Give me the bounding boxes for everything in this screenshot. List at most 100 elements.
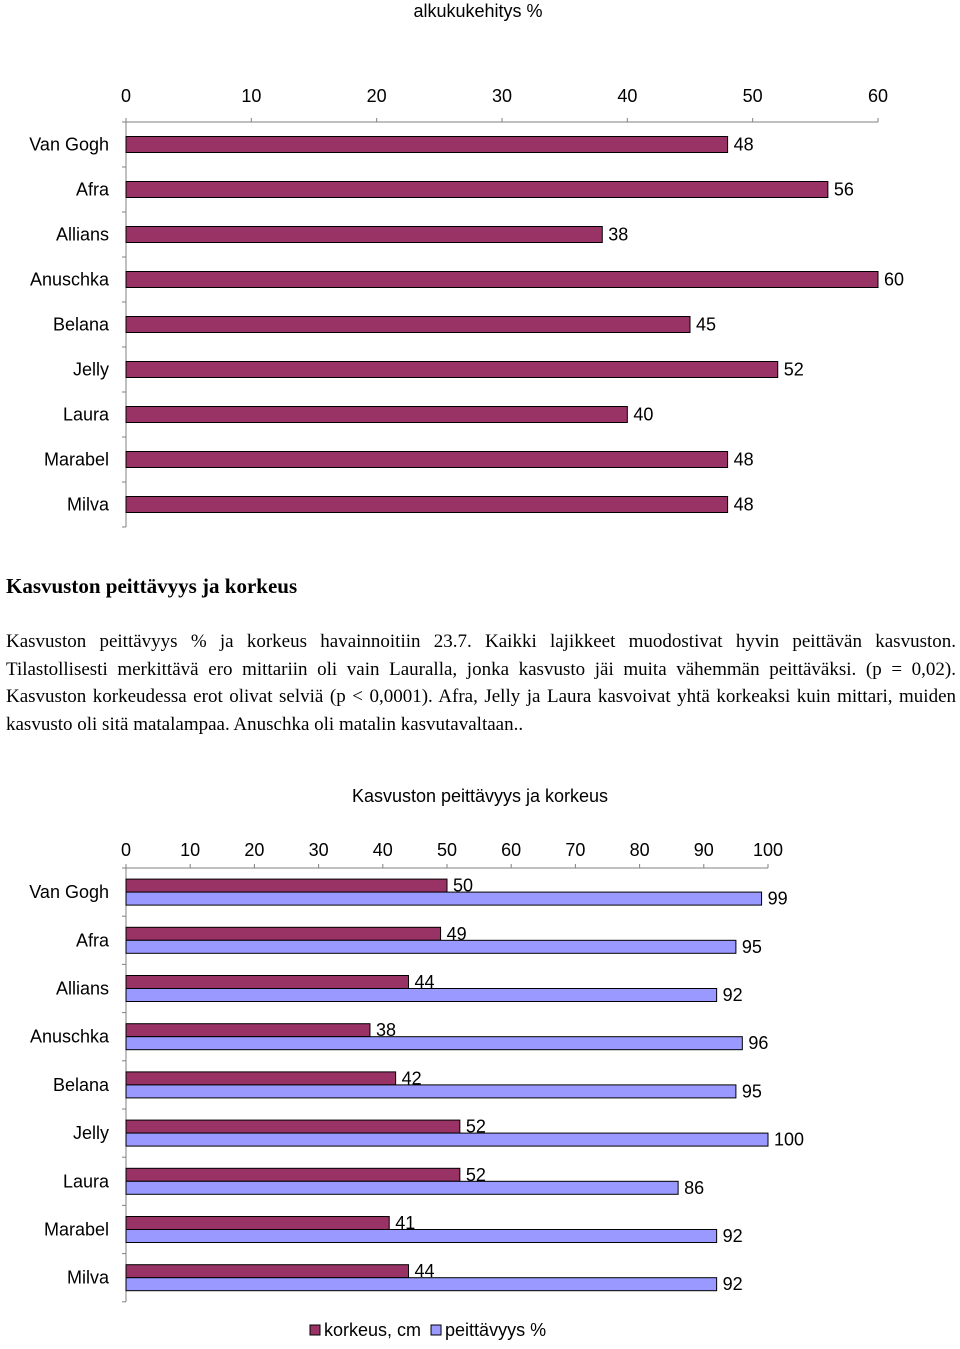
chart2-value-label-korkeus-cm-marabel: 41 [395,1213,415,1233]
chart2-bar-peittavyys-laura [125,1180,679,1195]
chart1-category-milva: Milva [67,495,110,515]
chart1-bar-marabel [125,451,729,468]
chart2-value-label-peittavyys-marabel: 92 [723,1226,743,1246]
chart1-bar-belana [125,316,691,333]
chart2-value-label-korkeus-cm-allians: 44 [414,972,434,992]
chart1-bar-laura [125,406,628,423]
chart1-value-label-afra: 56 [834,180,854,200]
chart1-tick-label: 30 [492,86,512,106]
chart2-bar-peittavyys-marabel [125,1229,718,1243]
chart1-value-label-milva: 48 [734,495,754,515]
chart2-value-label-peittavyys-van-gogh: 99 [768,889,788,909]
chart1-title: alkukukehitys % [413,1,542,21]
chart1-value-label-van-gogh: 48 [734,135,754,155]
chart1-value-label-belana: 45 [696,315,716,335]
chart2-value-label-korkeus-cm-laura: 52 [466,1165,486,1185]
chart2-bar-peittavyys-belana [125,1084,737,1099]
chart2-tick-label: 60 [501,840,521,860]
chart2-category-laura: Laura [63,1171,110,1191]
chart1-tick-label: 0 [121,86,131,106]
chart2-bar-peittavyys-van-gogh [125,891,763,906]
chart2-tick-label: 70 [565,840,585,860]
section-heading: Kasvuston peittävyys ja korkeus [6,574,298,598]
chart2-value-label-korkeus-cm-anuschka: 38 [376,1020,396,1040]
chart2-value-label-peittavyys-belana: 95 [742,1081,762,1101]
chart2-value-label-korkeus-cm-afra: 49 [447,924,467,944]
chart2-category-belana: Belana [53,1075,110,1095]
chart2-tick-label: 0 [121,840,131,860]
chart2-value-label-peittavyys-milva: 92 [723,1274,743,1294]
chart2-tick-label: 30 [309,840,329,860]
chart2-legend-label-korkeus-cm: korkeus, cm [324,1320,421,1340]
chart2-tick-label: 90 [694,840,714,860]
chart2-legend: korkeus, cm peittävyys % [309,1320,546,1340]
chart2-legend-swatch-korkeus-cm [309,1324,321,1336]
chart2-value-label-peittavyys-jelly: 100 [774,1130,804,1150]
chart2-legend-swatch-peittavyys [430,1324,442,1336]
chart2-bar-peittavyys-anuschka [125,1036,743,1051]
chart2-value-label-peittavyys-anuschka: 96 [748,1033,768,1053]
chart1-category-anuschka: Anuschka [30,270,110,290]
chart-alkukehitys: alkukukehitys % 0 10 20 30 40 50 60 Van Gogh Af… [29,1,904,528]
chart2-tick-label: 10 [180,840,200,860]
chart1-bar-anuschka [125,271,879,288]
chart2-bar-korkeus-cm-marabel [125,1216,390,1230]
chart-peittavyys-korkeus: Kasvuston peittävyys ja korkeus 0 10 20 30 4… [29,786,804,1340]
chart1-category-laura: Laura [63,405,110,425]
chart2-value-label-korkeus-cm-van-gogh: 50 [453,876,473,896]
chart1-tick-label: 60 [868,86,888,106]
chart1-value-label-marabel: 48 [734,450,754,470]
chart2-tick-label: 50 [437,840,457,860]
chart2-bar-peittavyys-allians [125,988,718,1002]
chart2-category-van-gogh: Van Gogh [29,882,109,902]
chart2-bar-korkeus-cm-allians [125,975,409,989]
chart2-bar-korkeus-cm-afra [125,926,442,941]
chart2-legend-label-peittavyys: peittävyys % [445,1320,546,1340]
chart1-bar-van-gogh [125,136,729,153]
chart2-bar-korkeus-cm-laura [125,1167,461,1182]
chart2-bar-korkeus-cm-van-gogh [125,878,448,893]
chart1-bar-afra [125,181,829,198]
chart2-category-milva: Milva [67,1268,110,1288]
chart1-value-label-allians: 38 [608,225,628,245]
chart2-value-label-korkeus-cm-belana: 42 [402,1068,422,1088]
chart1-value-label-laura: 40 [633,405,653,425]
chart1-tick-label: 20 [367,86,387,106]
chart1-category-jelly: Jelly [73,360,109,380]
chart2-value-label-peittavyys-allians: 92 [723,985,743,1005]
chart1-tick-label: 50 [743,86,763,106]
chart2-tick-label: 80 [630,840,650,860]
chart2-category-afra: Afra [76,930,110,950]
chart2-tick-label: 40 [373,840,393,860]
chart2-bar-peittavyys-milva [125,1277,718,1292]
chart1-category-van-gogh: Van Gogh [29,135,109,155]
chart2-value-label-peittavyys-laura: 86 [684,1178,704,1198]
chart1-bar-allians [125,226,603,243]
chart1-value-label-anuschka: 60 [884,270,904,290]
chart2-tick-label: 20 [244,840,264,860]
chart2-bar-korkeus-cm-belana [125,1071,397,1086]
chart2-category-jelly: Jelly [73,1123,109,1143]
chart2-value-label-peittavyys-afra: 95 [742,937,762,957]
chart2-category-anuschka: Anuschka [30,1027,110,1047]
section-body: Kasvuston peittävyys % ja korkeus havain… [6,631,956,735]
chart1-category-belana: Belana [53,315,110,335]
chart1-value-label-jelly: 52 [784,360,804,380]
chart1-category-marabel: Marabel [44,450,109,470]
chart1-bar-milva [125,496,729,513]
chart2-value-label-korkeus-cm-milva: 44 [414,1261,434,1281]
chart2-value-label-korkeus-cm-jelly: 52 [466,1117,486,1137]
chart2-bar-korkeus-cm-milva [125,1264,409,1279]
chart1-category-allians: Allians [56,225,109,245]
chart2-bar-peittavyys-afra [125,939,737,954]
chart1-bar-jelly [125,361,779,378]
chart1-category-afra: Afra [76,180,110,200]
chart2-category-allians: Allians [56,979,109,999]
chart2-category-marabel: Marabel [44,1220,109,1240]
chart2-tick-label: 100 [753,840,783,860]
chart1-tick-label: 10 [241,86,261,106]
chart2-bar-korkeus-cm-jelly [125,1119,461,1134]
chart2-bar-korkeus-cm-anuschka [125,1023,371,1038]
chart2-title: Kasvuston peittävyys ja korkeus [352,786,608,806]
chart1-tick-label: 40 [617,86,637,106]
